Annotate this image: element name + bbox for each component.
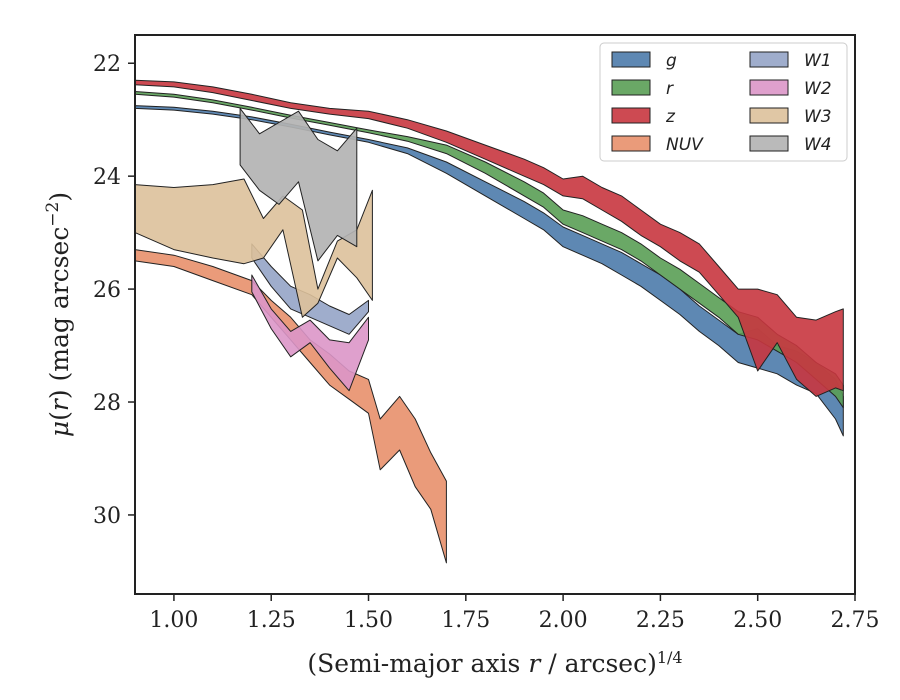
legend-swatch-z (611, 107, 651, 124)
legend: grz NUV W1 W2 W3 W4 (599, 42, 848, 162)
legend-label-w3: W3 (804, 107, 832, 127)
band-w3 (134, 178, 373, 318)
x-tick-label: 2.00 (539, 608, 588, 633)
y-tick-label: 26 (93, 278, 121, 303)
band-g (134, 105, 844, 437)
y-tick-label: 22 (93, 52, 121, 77)
legend-swatch-r (611, 79, 651, 96)
band-w4 (239, 107, 358, 262)
x-tick-label: 2.75 (831, 608, 880, 633)
bands-layer (134, 79, 844, 564)
legend-swatch-w4 (749, 135, 789, 152)
x-tick-label: 2.25 (636, 608, 685, 633)
legend-swatch-w1 (749, 51, 789, 68)
y-tick-label: 24 (93, 165, 121, 190)
legend-swatch-w3 (749, 107, 789, 124)
y-axis-label: μ(r) (mag arcsec−2) (43, 192, 74, 437)
x-tick-label: 1.25 (247, 608, 296, 633)
x-tick-label: 1.00 (149, 608, 198, 633)
x-axis-label: (Semi-major axis r / arcsec)1/4 (307, 648, 682, 679)
y-tick-label: 30 (93, 504, 121, 529)
legend-label-g: g (666, 51, 677, 71)
legend-label-w2: W2 (804, 79, 832, 99)
legend-swatch-w2 (749, 79, 789, 96)
x-tick-label: 1.75 (441, 608, 490, 633)
legend-label-nuv: NUV (666, 135, 704, 155)
band-r (134, 91, 844, 409)
legend-swatch-g (611, 51, 651, 68)
y-axis: 22 24 26 28 30 (93, 52, 135, 529)
plot-frame (134, 34, 856, 595)
y-tick-label: 28 (93, 391, 121, 416)
legend-label-w1: W1 (804, 51, 832, 71)
x-axis: 1.00 1.25 1.50 1.75 2.00 2.25 2.50 2.75 (149, 594, 879, 633)
legend-box (599, 42, 848, 162)
x-tick-label: 2.50 (733, 608, 782, 633)
legend-label-w4: W4 (804, 135, 832, 155)
legend-swatch-nuv (611, 135, 651, 152)
legend-label-z: z (665, 107, 676, 127)
band-w2 (251, 274, 369, 392)
legend-label-r: r (666, 79, 674, 99)
x-tick-label: 1.50 (344, 608, 393, 633)
band-z (134, 79, 844, 397)
